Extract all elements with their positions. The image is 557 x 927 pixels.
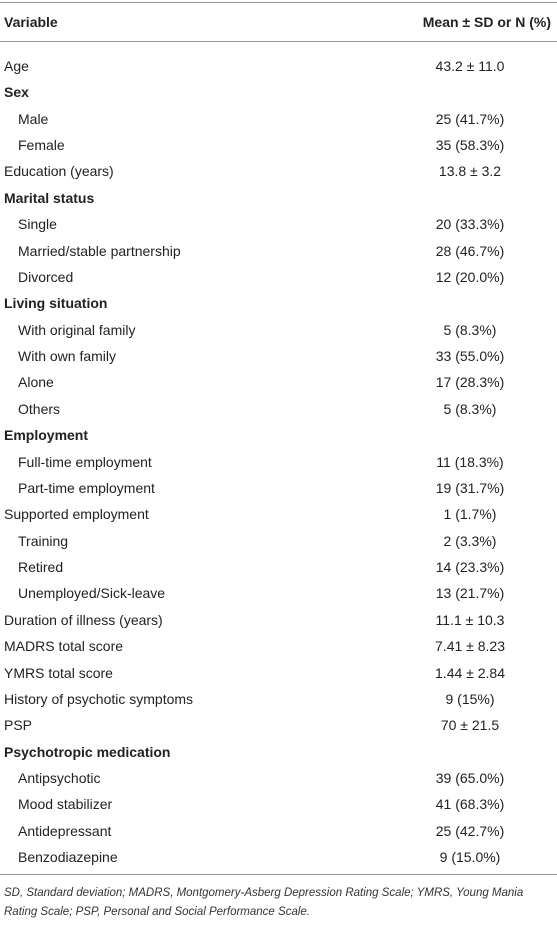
row-label: Alone <box>18 374 54 391</box>
row-value: 70 ± 21.5 <box>440 717 500 734</box>
section-label: Sex <box>4 84 29 101</box>
row-label: Divorced <box>18 268 74 285</box>
row-label: Duration of illness (years) <box>4 611 163 628</box>
section-label: Psychotropic medication <box>4 743 171 760</box>
header-cell: Variable <box>4 14 58 30</box>
row-label: Unemployed/Sick-leave <box>18 585 166 602</box>
row-value: 5 (8.3%) <box>443 400 497 417</box>
row-label: Supported employment <box>4 506 149 523</box>
row-label: YMRS total score <box>4 664 113 681</box>
bottom-rule <box>0 874 557 875</box>
row-label: Antidepressant <box>18 822 112 839</box>
row-label: Married/stable partnership <box>18 242 181 259</box>
row-value: 12 (20.0%) <box>435 268 505 285</box>
row-value: 39 (65.0%) <box>435 769 505 786</box>
row-value: 17 (28.3%) <box>435 374 505 391</box>
row-value: 43.2 ± 11.0 <box>435 58 505 74</box>
row-label: PSP <box>4 717 33 734</box>
row-label: With own family <box>18 348 117 365</box>
row-value: 14 (23.3%) <box>435 559 505 576</box>
row-value: 7.41 ± 8.23 <box>435 638 505 655</box>
row-label: Mood stabilizer <box>18 796 113 813</box>
row-value: 2 (3.3%) <box>443 532 497 549</box>
top-rule <box>0 2 557 3</box>
row-label: Male <box>18 110 49 127</box>
row-label: Part-time employment <box>18 479 155 496</box>
row-label: Single <box>18 216 57 233</box>
row-value: 25 (42.7%) <box>435 822 505 839</box>
row-value: 28 (46.7%) <box>435 242 505 259</box>
row-value: 11.1 ± 10.3 <box>435 611 505 628</box>
row-label: Others <box>18 400 61 417</box>
row-value: 13.8 ± 3.2 <box>438 163 502 180</box>
row-value: 35 (58.3%) <box>435 137 505 154</box>
row-label: Female <box>18 137 65 154</box>
row-value: 33 (55.0%) <box>435 348 505 365</box>
row-value: 19 (31.7%) <box>435 479 505 496</box>
row-label: Age <box>4 58 29 74</box>
row-value: 1.44 ± 2.84 <box>435 664 505 681</box>
row-label: Benzodiazepine <box>18 849 118 866</box>
row-value: 25 (41.7%) <box>435 110 505 127</box>
row-label: Education (years) <box>4 163 114 180</box>
row-value: 13 (21.7%) <box>435 585 505 602</box>
row-label: Full-time employment <box>18 453 152 470</box>
section-label: Employment <box>4 427 89 444</box>
row-label: With original family <box>18 321 136 338</box>
row-label: Training <box>18 532 69 549</box>
row-value: 41 (68.3%) <box>435 796 505 813</box>
row-label: MADRS total score <box>4 638 124 655</box>
row-label: Retired <box>18 559 64 576</box>
section-label: Living situation <box>4 295 108 312</box>
row-label: History of psychotic symptoms <box>4 690 194 707</box>
row-value: 5 (8.3%) <box>443 321 497 338</box>
row-value: 20 (33.3%) <box>435 216 505 233</box>
row-value: 1 (1.7%) <box>443 506 497 523</box>
row-label: Antipsychotic <box>18 769 101 786</box>
row-value: 9 (15.0%) <box>439 849 501 866</box>
row-value: 9 (15%) <box>445 690 495 707</box>
header-cell: Mean ± SD or N (%) <box>422 14 551 30</box>
row-value: 11 (18.3%) <box>436 453 504 470</box>
section-label: Marital status <box>4 189 95 206</box>
footnote: SD, Standard deviation; MADRS, Montgomer… <box>4 887 524 918</box>
header-rule <box>0 41 557 42</box>
